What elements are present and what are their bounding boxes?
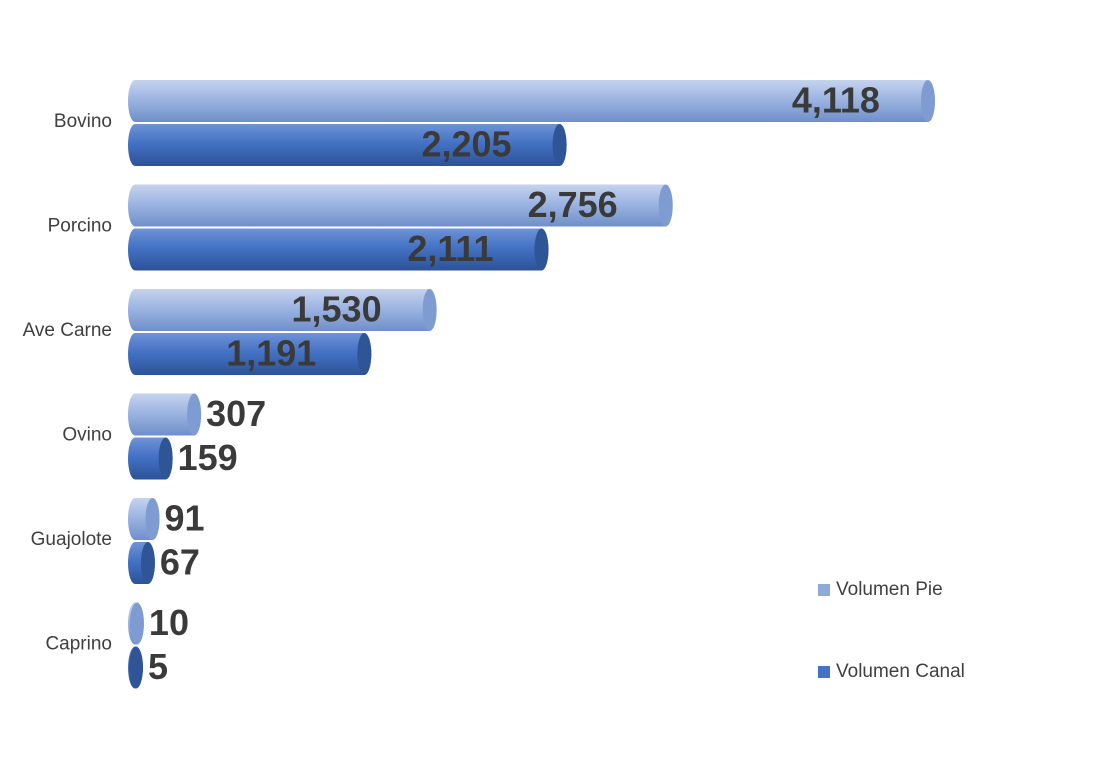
bar-cap	[357, 333, 371, 375]
value-label: 2,205	[421, 124, 511, 165]
value-label: 159	[178, 437, 238, 478]
value-label: 5	[148, 646, 168, 687]
bar-cap	[130, 603, 144, 645]
bar-cap	[159, 438, 173, 480]
bar-cap	[146, 498, 160, 540]
bar-cap	[659, 185, 673, 227]
bar-cap	[553, 124, 567, 166]
bar-cap	[423, 289, 437, 331]
category-label: Caprino	[45, 634, 112, 655]
legend-swatch	[818, 666, 830, 678]
legend-swatch	[818, 584, 830, 596]
bar-cap	[129, 647, 143, 689]
legend-label: Volumen Pie	[836, 579, 943, 600]
value-label: 91	[165, 498, 205, 539]
value-label: 1,530	[292, 289, 382, 330]
value-label: 307	[206, 393, 266, 434]
value-label: 2,111	[407, 228, 493, 269]
bar	[128, 289, 437, 331]
chart: Bovino 4,118 2,205 Porcino 2,756 2,111 Ave Car…	[0, 0, 1102, 762]
category-label: Ovino	[62, 425, 112, 446]
value-label: 4,118	[792, 80, 880, 121]
legend-label: Volumen Canal	[836, 661, 965, 682]
bar-cap	[187, 394, 201, 436]
category-label: Guajolote	[31, 529, 112, 550]
bar-cap	[921, 80, 935, 122]
value-label: 2,756	[528, 184, 618, 225]
category-label: Bovino	[54, 111, 112, 132]
bar-cap	[141, 542, 155, 584]
value-label: 10	[149, 602, 189, 643]
value-label: 1,191	[226, 333, 316, 374]
category-label: Porcino	[48, 216, 112, 237]
bar-cap	[534, 229, 548, 271]
value-label: 67	[160, 542, 200, 583]
category-label: Ave Carne	[23, 320, 112, 341]
